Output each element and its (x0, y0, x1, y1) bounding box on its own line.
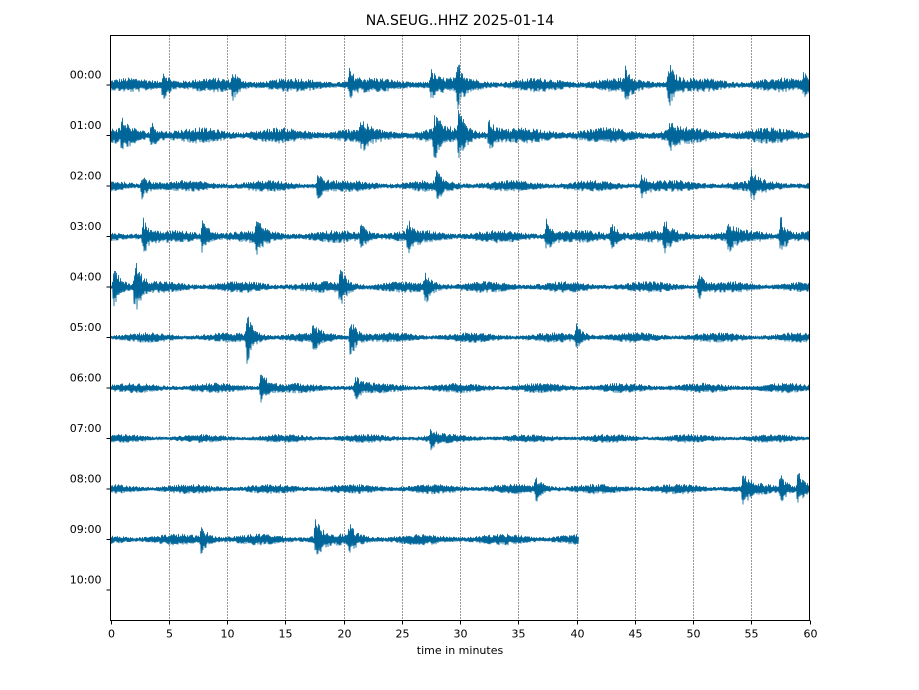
x-tick-label: 25 (396, 628, 410, 641)
y-tick-label: 05:00 (70, 321, 102, 334)
x-tick-label: 0 (108, 628, 115, 641)
x-tick-label: 10 (221, 628, 235, 641)
x-tick-label: 40 (571, 628, 585, 641)
x-axis-label: time in minutes (417, 644, 504, 657)
x-tick-label: 20 (338, 628, 352, 641)
y-tick-label: 09:00 (70, 523, 102, 536)
x-tick-label: 35 (512, 628, 526, 641)
x-tick-label: 60 (804, 628, 818, 641)
x-tick-label: 15 (279, 628, 293, 641)
trace-0300 (110, 216, 810, 255)
trace-0100 (110, 110, 810, 159)
trace-0000 (110, 64, 810, 110)
x-tick-label: 5 (166, 628, 173, 641)
trace-0400 (110, 262, 810, 310)
trace-0200 (110, 169, 810, 201)
x-tick-label: 55 (745, 628, 759, 641)
x-axis: 0 5 10 15 20 25 30 35 40 45 50 55 60 (108, 620, 818, 641)
y-axis: 00:00 01:00 02:00 03:00 04:00 05:00 06:00 07:00… (70, 69, 111, 591)
trace-0500 (110, 316, 810, 364)
y-tick-label: 03:00 (70, 220, 102, 233)
x-tick-label: 30 (454, 628, 468, 641)
x-tick-label: 45 (629, 628, 643, 641)
chart-title: NA.SEUG..HHZ 2025-01-14 (366, 13, 555, 29)
y-tick-label: 01:00 (70, 119, 102, 132)
y-tick-label: 10:00 (70, 574, 102, 587)
trace-0800 (110, 473, 810, 505)
y-tick-label: 02:00 (70, 170, 102, 183)
x-tick-label: 50 (687, 628, 701, 641)
y-tick-label: 04:00 (70, 271, 102, 284)
trace-0600 (110, 374, 810, 403)
traces-group (110, 64, 810, 555)
trace-0900 (110, 519, 579, 555)
trace-0700 (110, 428, 810, 451)
y-tick-label: 07:00 (70, 422, 102, 435)
y-tick-label: 00:00 (70, 69, 102, 82)
y-tick-label: 08:00 (70, 473, 102, 486)
y-tick-label: 06:00 (70, 372, 102, 385)
